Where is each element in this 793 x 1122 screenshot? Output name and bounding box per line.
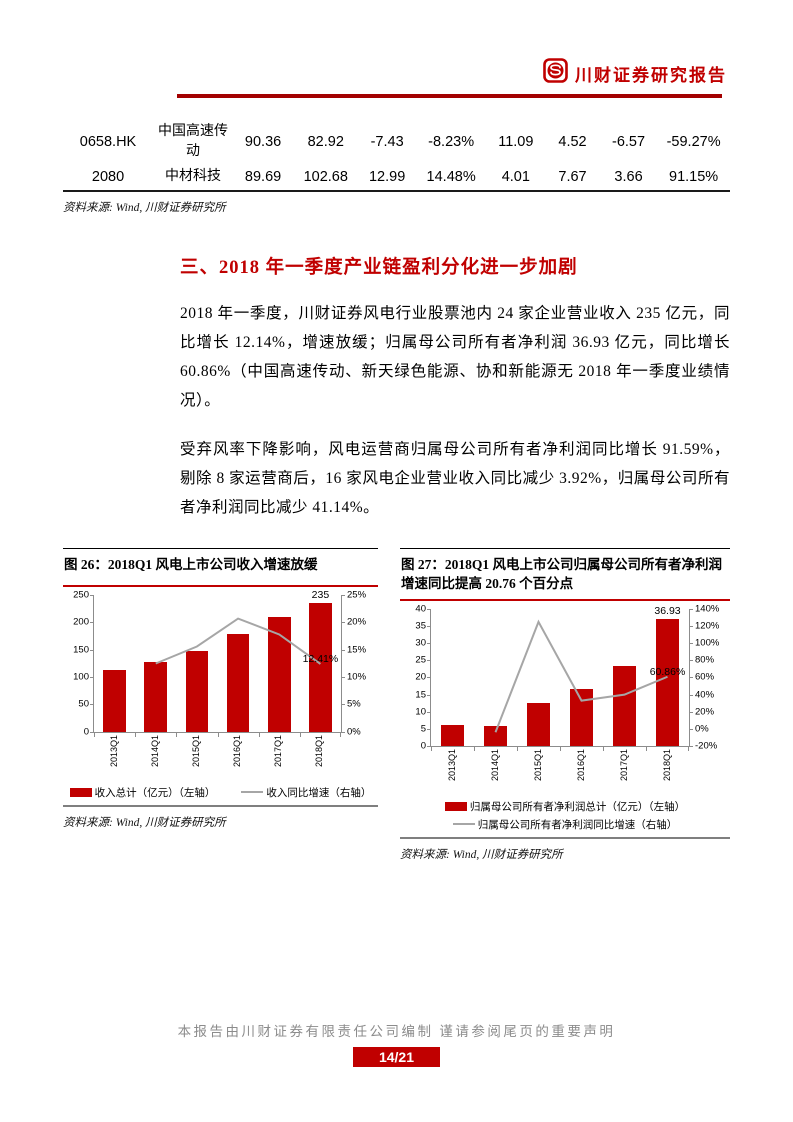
x-tick-label: 2014Q1 [489, 748, 500, 781]
table-cell: 4.52 [558, 133, 587, 150]
table-row: 2080 中材科技 89.69 102.68 12.99 14.48% 4.01 7.67 3.… [63, 164, 730, 191]
bar [185, 650, 209, 732]
chart-legend: 归属母公司所有者净利润总计（亿元）（左轴） 归属母公司所有者净利润同比增速（右轴） [400, 799, 730, 832]
legend-line-swatch-icon [241, 791, 264, 794]
x-tick-label: 2016Q1 [232, 734, 243, 767]
table-cell: 0658.HK [79, 133, 137, 150]
table-cell: 11.09 [498, 133, 534, 150]
table-cell: 91.15% [669, 168, 719, 185]
table-cell: 14.48% [426, 168, 476, 185]
table-cell: 中材科技 [165, 169, 222, 185]
plot-area: 36.93 60.86% [427, 606, 693, 751]
figure-26-revenue-chart: 图 26：2018Q1 风电上市公司收入增速放缓 0 50 100 150 200 250… [63, 547, 378, 830]
section-heading: 三、2018 年一季度产业链盈利分化进一步加剧 [180, 257, 578, 278]
bar [655, 619, 680, 746]
legend-item: 归属母公司所有者净利润同比增速（右轴） [452, 817, 677, 832]
legend-bar-swatch-icon [444, 801, 467, 811]
chart-legend: 收入总计（亿元）（左轴） 收入同比增速（右轴） [63, 785, 378, 800]
chart-source: 资料来源: Wind, 川财证券研究所 [400, 848, 563, 861]
bar [103, 669, 126, 732]
page-footer: 本报告由川财证券有限责任公司编制 谨请参阅尾页的重要声明 14/21 [0, 1020, 793, 1067]
legend-line-swatch-icon [452, 823, 475, 826]
chart-divider [400, 836, 730, 839]
bar [226, 634, 250, 732]
footer-disclaimer: 本报告由川财证券有限责任公司编制 谨请参阅尾页的重要声明 [177, 1024, 616, 1039]
table-row: 0658.HK 中国高速传动 90.36 82.92 -7.43 -8.23% 11.09 4… [63, 119, 730, 164]
right-axis: 0% 5% 10% 15% 20% 25% [347, 589, 367, 738]
x-axis-labels: 2013Q1 2014Q1 2015Q1 2016Q1 2017Q1 2018Q1 [93, 733, 342, 783]
figure-title: 图 27：2018Q1 风电上市公司归属母公司所有者净利润增速同比提高 20.7… [400, 549, 730, 601]
bar [440, 725, 465, 746]
legend-bar-swatch-icon [69, 787, 92, 797]
plot-area: 235 12.41% [90, 589, 345, 737]
figure-27-profit-chart: 图 27：2018Q1 风电上市公司归属母公司所有者净利润增速同比提高 20.7… [400, 547, 730, 862]
table-cell: 90.36 [244, 133, 282, 150]
report-brand-title: 川财证券研究报告 [575, 65, 727, 85]
x-tick-label: 2018Q1 [314, 734, 325, 767]
growth-line [155, 617, 321, 665]
bar [612, 666, 637, 746]
legend-item: 归属母公司所有者净利润总计（亿元）（左轴） [444, 799, 685, 814]
table-cell: 中国高速传动 [158, 124, 229, 159]
chart-divider [63, 804, 378, 807]
table-cell: -8.23% [428, 133, 475, 150]
financial-table-body: 0658.HK 中国高速传动 90.36 82.92 -7.43 -8.23% 11.09 4… [63, 119, 730, 191]
x-tick-label: 2015Q1 [532, 748, 543, 781]
bar [526, 702, 551, 746]
page-header: 川财证券研究报告 [0, 0, 793, 98]
charts-row: 图 26：2018Q1 风电上市公司收入增速放缓 0 50 100 150 200 250… [0, 547, 793, 862]
x-tick-label: 2017Q1 [618, 748, 629, 781]
x-tick-label: 2013Q1 [108, 734, 119, 767]
chart-area: 0 5 10 15 20 25 30 35 40 36.93 60.86% -20% 0% 20% 40… [400, 603, 730, 797]
x-tick-label: 2017Q1 [273, 734, 284, 767]
growth-line [494, 619, 668, 733]
financial-table: 0658.HK 中国高速传动 90.36 82.92 -7.43 -8.23% 11.09 4… [0, 119, 793, 192]
paragraph: 2018 年一季度，川财证券风电行业股票池内 24 家企业营业收入 235 亿元… [180, 304, 730, 409]
bar [267, 616, 291, 732]
right-axis: -20% 0% 20% 40% 60% 80% 100% 120% 140% [695, 603, 720, 752]
x-tick-label: 2018Q1 [661, 748, 672, 781]
brand: 川财证券研究报告 [543, 58, 727, 88]
legend-item: 收入同比增速（右轴） [241, 785, 371, 800]
figure-title: 图 26：2018Q1 风电上市公司收入增速放缓 [63, 549, 378, 587]
bar [309, 603, 332, 732]
x-axis-labels: 2013Q1 2014Q1 2015Q1 2016Q1 2017Q1 2018Q1 [430, 747, 690, 797]
table-cell: 82.92 [307, 133, 344, 150]
table-cell: -6.57 [612, 133, 646, 150]
left-axis: 0 5 10 15 20 25 30 35 40 [415, 603, 426, 752]
chuancai-logo-icon [543, 58, 568, 88]
header-rule [177, 94, 722, 98]
table-cell: 89.69 [244, 168, 282, 185]
paragraph: 受弃风率下降影响，风电运营商归属母公司所有者净利润同比增长 91.59%，剔除 … [180, 440, 730, 516]
table-cell: 4.01 [501, 168, 530, 185]
chart-area: 0 50 100 150 200 250 235 12.41% 0% 5% 10% 15% 20% 2… [63, 589, 378, 783]
table-cell: 12.99 [368, 168, 406, 185]
table-cell: 3.66 [614, 168, 643, 185]
left-axis: 0 50 100 150 200 250 [73, 589, 89, 738]
bar [483, 726, 508, 746]
x-tick-label: 2013Q1 [446, 748, 457, 781]
bar [569, 689, 594, 746]
table-cell: -7.43 [370, 133, 404, 150]
chart-source: 资料来源: Wind, 川财证券研究所 [63, 816, 226, 829]
legend-item: 收入总计（亿元）（左轴） [69, 785, 215, 800]
page-number-badge: 14/21 [352, 1047, 441, 1067]
table-cell: 7.67 [558, 168, 587, 185]
x-tick-label: 2015Q1 [190, 734, 201, 767]
x-tick-label: 2016Q1 [575, 748, 586, 781]
bar [144, 662, 168, 732]
x-tick-label: 2014Q1 [149, 734, 160, 767]
table-cell: 2080 [91, 168, 125, 185]
table-cell: 102.68 [303, 168, 348, 185]
table-source: 资料来源: Wind, 川财证券研究所 [63, 201, 226, 214]
table-cell: -59.27% [666, 133, 721, 150]
